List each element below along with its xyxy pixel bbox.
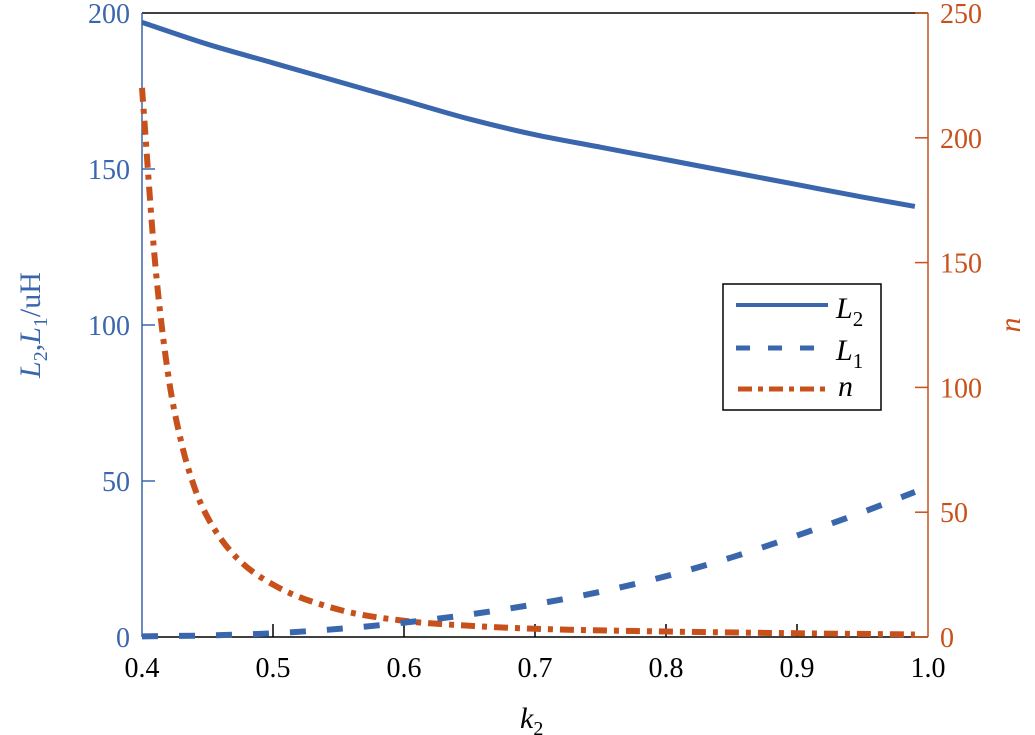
left-y-tick-label: 0 (116, 623, 130, 654)
x-tick-label: 0.5 (256, 653, 291, 684)
series-l2-line (141, 19, 916, 209)
x-tick-label: 0.7 (518, 653, 553, 684)
x-tick-label: 1.0 (911, 653, 946, 684)
right-y-tick-label: 250 (940, 0, 982, 30)
right-y-axis-title: n (994, 318, 1027, 333)
right-y-tick-label: 50 (940, 498, 968, 529)
left-y-tick-label: 150 (88, 155, 130, 186)
x-axis-ticks: 0.4 0.5 0.6 0.7 0.8 0.9 1.0 (125, 624, 946, 684)
left-title-l1-sub: 1 (30, 317, 52, 327)
right-y-tick-label: 200 (940, 124, 982, 155)
legend-label-l2: L2 (835, 292, 863, 331)
x-axis-title: k2 (520, 702, 543, 735)
svg-text:L2,L1/uH: L2,L1/uH (14, 272, 52, 379)
right-y-tick-label: 100 (940, 373, 982, 404)
series-l1-line (141, 489, 916, 640)
left-title-sep: , (14, 344, 47, 352)
x-tick-label: 0.6 (387, 653, 422, 684)
right-y-tick-label: 0 (940, 623, 954, 654)
left-y-tick-label: 50 (102, 467, 130, 498)
left-y-tick-label: 100 (88, 311, 130, 342)
right-title-n: n (994, 318, 1027, 333)
left-title-l1-main: L (14, 327, 47, 345)
legend: L2 L1 n (722, 283, 882, 411)
legend-label-n: n (838, 370, 853, 403)
left-title-l2-main: L (14, 361, 47, 379)
svg-text:k2: k2 (520, 702, 543, 735)
left-y-axis-title: L2,L1/uH (14, 272, 52, 379)
right-y-tick-label: 150 (940, 249, 982, 280)
right-y-axis-ticks: 0 50 100 150 200 250 (915, 0, 982, 654)
x-tick-label: 0.9 (780, 653, 815, 684)
left-y-tick-label: 200 (88, 0, 130, 30)
x-tick-label: 0.8 (649, 653, 684, 684)
x-tick-label: 0.4 (125, 653, 160, 684)
legend-label-l1: L1 (835, 334, 863, 373)
series-n-line (139, 87, 915, 638)
series-layer (139, 19, 916, 640)
left-title-l2-sub: 2 (30, 351, 52, 361)
x-axis-title-main: k (520, 702, 534, 735)
left-y-axis-ticks: 0 50 100 150 200 (88, 0, 155, 654)
x-axis-title-sub: 2 (533, 718, 543, 735)
left-title-unit: /uH (14, 272, 47, 317)
